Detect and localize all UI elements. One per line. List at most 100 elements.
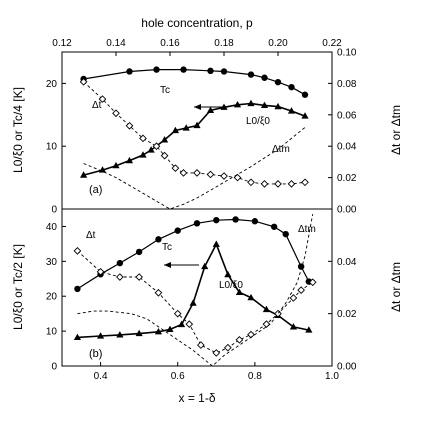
- panel-b-series-2-point-13: [247, 293, 255, 301]
- panel-b-series-1-point-5: [155, 236, 162, 243]
- panel-a-series-1-point-8: [261, 74, 268, 81]
- panel-b-series-3-point-1: [73, 247, 82, 255]
- panel-a-series-3-point-9: [179, 169, 188, 177]
- panel-a-top-tick-label-3: 0.16: [160, 38, 180, 49]
- panel-b-series-1-point-10: [251, 218, 259, 225]
- panel-a-series-4-line: [83, 127, 306, 210]
- panel-b-series-1-point-13: [297, 263, 305, 270]
- panel-b-series-1-point-11: [270, 223, 278, 230]
- panel-a-series-3-point-8: [171, 164, 180, 173]
- panel-a-series-2-point-12: [220, 103, 228, 110]
- panel-b-left-tick-label-4: 30: [46, 257, 58, 268]
- panel-b-series-3-point-10: [224, 343, 232, 352]
- panel-a-series-1-point-4: [180, 66, 187, 73]
- panel-b-series-3-point-13: [262, 320, 271, 328]
- panel-b-series-2-point-3: [116, 331, 124, 338]
- panel-a-series-1-point-5: [207, 67, 214, 75]
- panel-a-series-3-point-15: [260, 180, 269, 188]
- panel-a-right-tick-label-5: 0.08: [337, 79, 357, 90]
- panel-b-series-3-point-17: [308, 278, 317, 287]
- panel-b-series-2-point-7: [177, 320, 186, 328]
- panel-b-series-2-point-6: [166, 325, 174, 332]
- panel-b-series-2-point-11: [224, 270, 232, 278]
- panel-b-left-tick-label-2: 10: [46, 327, 58, 338]
- panel-a-series-3-point-18: [301, 178, 309, 187]
- panel-a-series-2-point-8: [171, 126, 179, 134]
- panel-b-tc-label: Tc: [162, 242, 172, 253]
- panel-b-dt-label: Δt: [86, 230, 96, 241]
- panel-a-series-2-point-16: [274, 102, 282, 110]
- panel-a-series-2-point-9: [182, 124, 190, 131]
- panel-a-right-tick-label-3: 0.04: [337, 142, 357, 153]
- panel-a-series-2-point-4: [125, 156, 134, 164]
- panel-b-series-2-point-5: [154, 328, 163, 335]
- panel-a-series-2-point-1: [80, 171, 88, 178]
- panel-a-right-tick-label-6: 0.10: [337, 48, 357, 59]
- panel-b-series-4-line: [77, 214, 314, 367]
- panel-b-series-3-point-3: [116, 273, 124, 281]
- panel-a-right-tick-label-2: 0.02: [337, 173, 357, 184]
- panel-b-series-1-point-9: [232, 216, 239, 223]
- panel-b-bottom-tick-label-3: 0.8: [248, 371, 262, 382]
- panel-a-l0-label: L0/ξ0: [246, 116, 270, 127]
- panel-b-right-tick-label-1: 0.00: [337, 362, 357, 373]
- panel-a-left-axis-title: L0/ξ0 or Tc/4 [K]: [11, 87, 25, 173]
- top-axis-title: hole concentration, p: [141, 16, 253, 30]
- panel-b-left-tick-label-1: 0: [51, 362, 57, 373]
- panel-a-left-tick-label-3: 20: [46, 79, 58, 90]
- panel-a-dt-label: Δt: [92, 100, 102, 111]
- panel-b-bottom-tick-label-4: 1.0: [325, 371, 339, 382]
- panel-b-left-axis-title: L0/ξ0 or Tc/2 [K]: [11, 244, 25, 330]
- panel-a-series-1-point-2: [126, 68, 133, 75]
- panel-a-series-3-point-16: [274, 180, 282, 188]
- panel-a-series-2-point-14: [247, 99, 255, 107]
- panel-a-series-3-point-11: [206, 170, 215, 179]
- panel-a-series-2-point-17: [287, 107, 296, 114]
- panel-b-bottom-tick-label-1: 0.4: [94, 371, 108, 382]
- panel-a-series-3-point-10: [193, 169, 201, 177]
- panel-a-series-3-point-4: [125, 121, 134, 130]
- panel-a: 0 10 20 0.00 0.02 0.04 0.06 0.08 0.10 0.12 0.14 0.1…: [46, 38, 357, 216]
- panel-a-dtm-label: Δtm: [272, 144, 290, 155]
- panel-a-top-tick-label-6: 0.22: [322, 38, 342, 49]
- panel-b-right-tick-label-2: 0.02: [337, 309, 357, 320]
- panel-b-series-3-point-6: [173, 309, 182, 318]
- panel-b-plot-area: [73, 214, 317, 367]
- panel-a-series-1-line: [83, 68, 306, 96]
- panel-b-series-1-point-4: [135, 248, 143, 256]
- panel-b-series-2-point-4: [135, 329, 143, 337]
- panel-b-series-2-point-10: [212, 240, 220, 247]
- panel-b-series-3-point-9: [212, 349, 221, 357]
- panel-b-l0-label: L0/ξ0: [219, 280, 243, 291]
- panel-b-series-2-point-17: [305, 326, 313, 333]
- panel-b-series-1-point-1: [74, 285, 81, 293]
- panel-a-series-2-point-6: [147, 146, 155, 153]
- panel-b-frame: [61, 208, 333, 367]
- panel-b-series-2-point-1: [73, 333, 82, 340]
- panel-a-arrow: [194, 104, 223, 110]
- panel-b-series-2-point-12: [235, 288, 244, 295]
- panel-b-right-axis-title: Δt or Δtm: [389, 262, 403, 312]
- panel-a-top-tick-label-5: 0.20: [268, 38, 288, 49]
- panel-a-tc-label: Tc: [160, 85, 170, 96]
- panel-a-series-2-point-18: [301, 112, 309, 119]
- panel-a-series-1-point-6: [220, 68, 228, 75]
- panel-b-dtm-label: Δtm: [298, 224, 316, 235]
- panel-a-series-3-point-2: [98, 95, 107, 103]
- panel-a-series-2-point-10: [193, 121, 201, 129]
- panel-b-series-3-point-8: [197, 341, 205, 349]
- panel-b-series-2-point-2: [96, 332, 105, 339]
- panel-a-series-1-point-10: [288, 83, 295, 91]
- panel-b-series-2-point-9: [201, 262, 209, 270]
- panel-a-series-3-point-6: [152, 142, 161, 151]
- panel-b-axes: 0 10 20 30 40 0.00 0.02 0.04 0.4 0.6 0.8 1.0: [46, 222, 357, 382]
- panel-b-series-1-point-3: [116, 259, 124, 267]
- panel-a-top-tick-label-2: 0.14: [106, 38, 126, 49]
- panel-a-top-tick-label-4: 0.18: [214, 38, 234, 49]
- panel-b-series-3-point-12: [247, 330, 255, 339]
- panel-b-series-3-point-2: [96, 267, 105, 276]
- panel-a-right-tick-label-4: 0.06: [337, 110, 357, 121]
- panel-b-series-1-point-12: [282, 230, 289, 238]
- panel-b-series-3-point-4: [135, 273, 143, 281]
